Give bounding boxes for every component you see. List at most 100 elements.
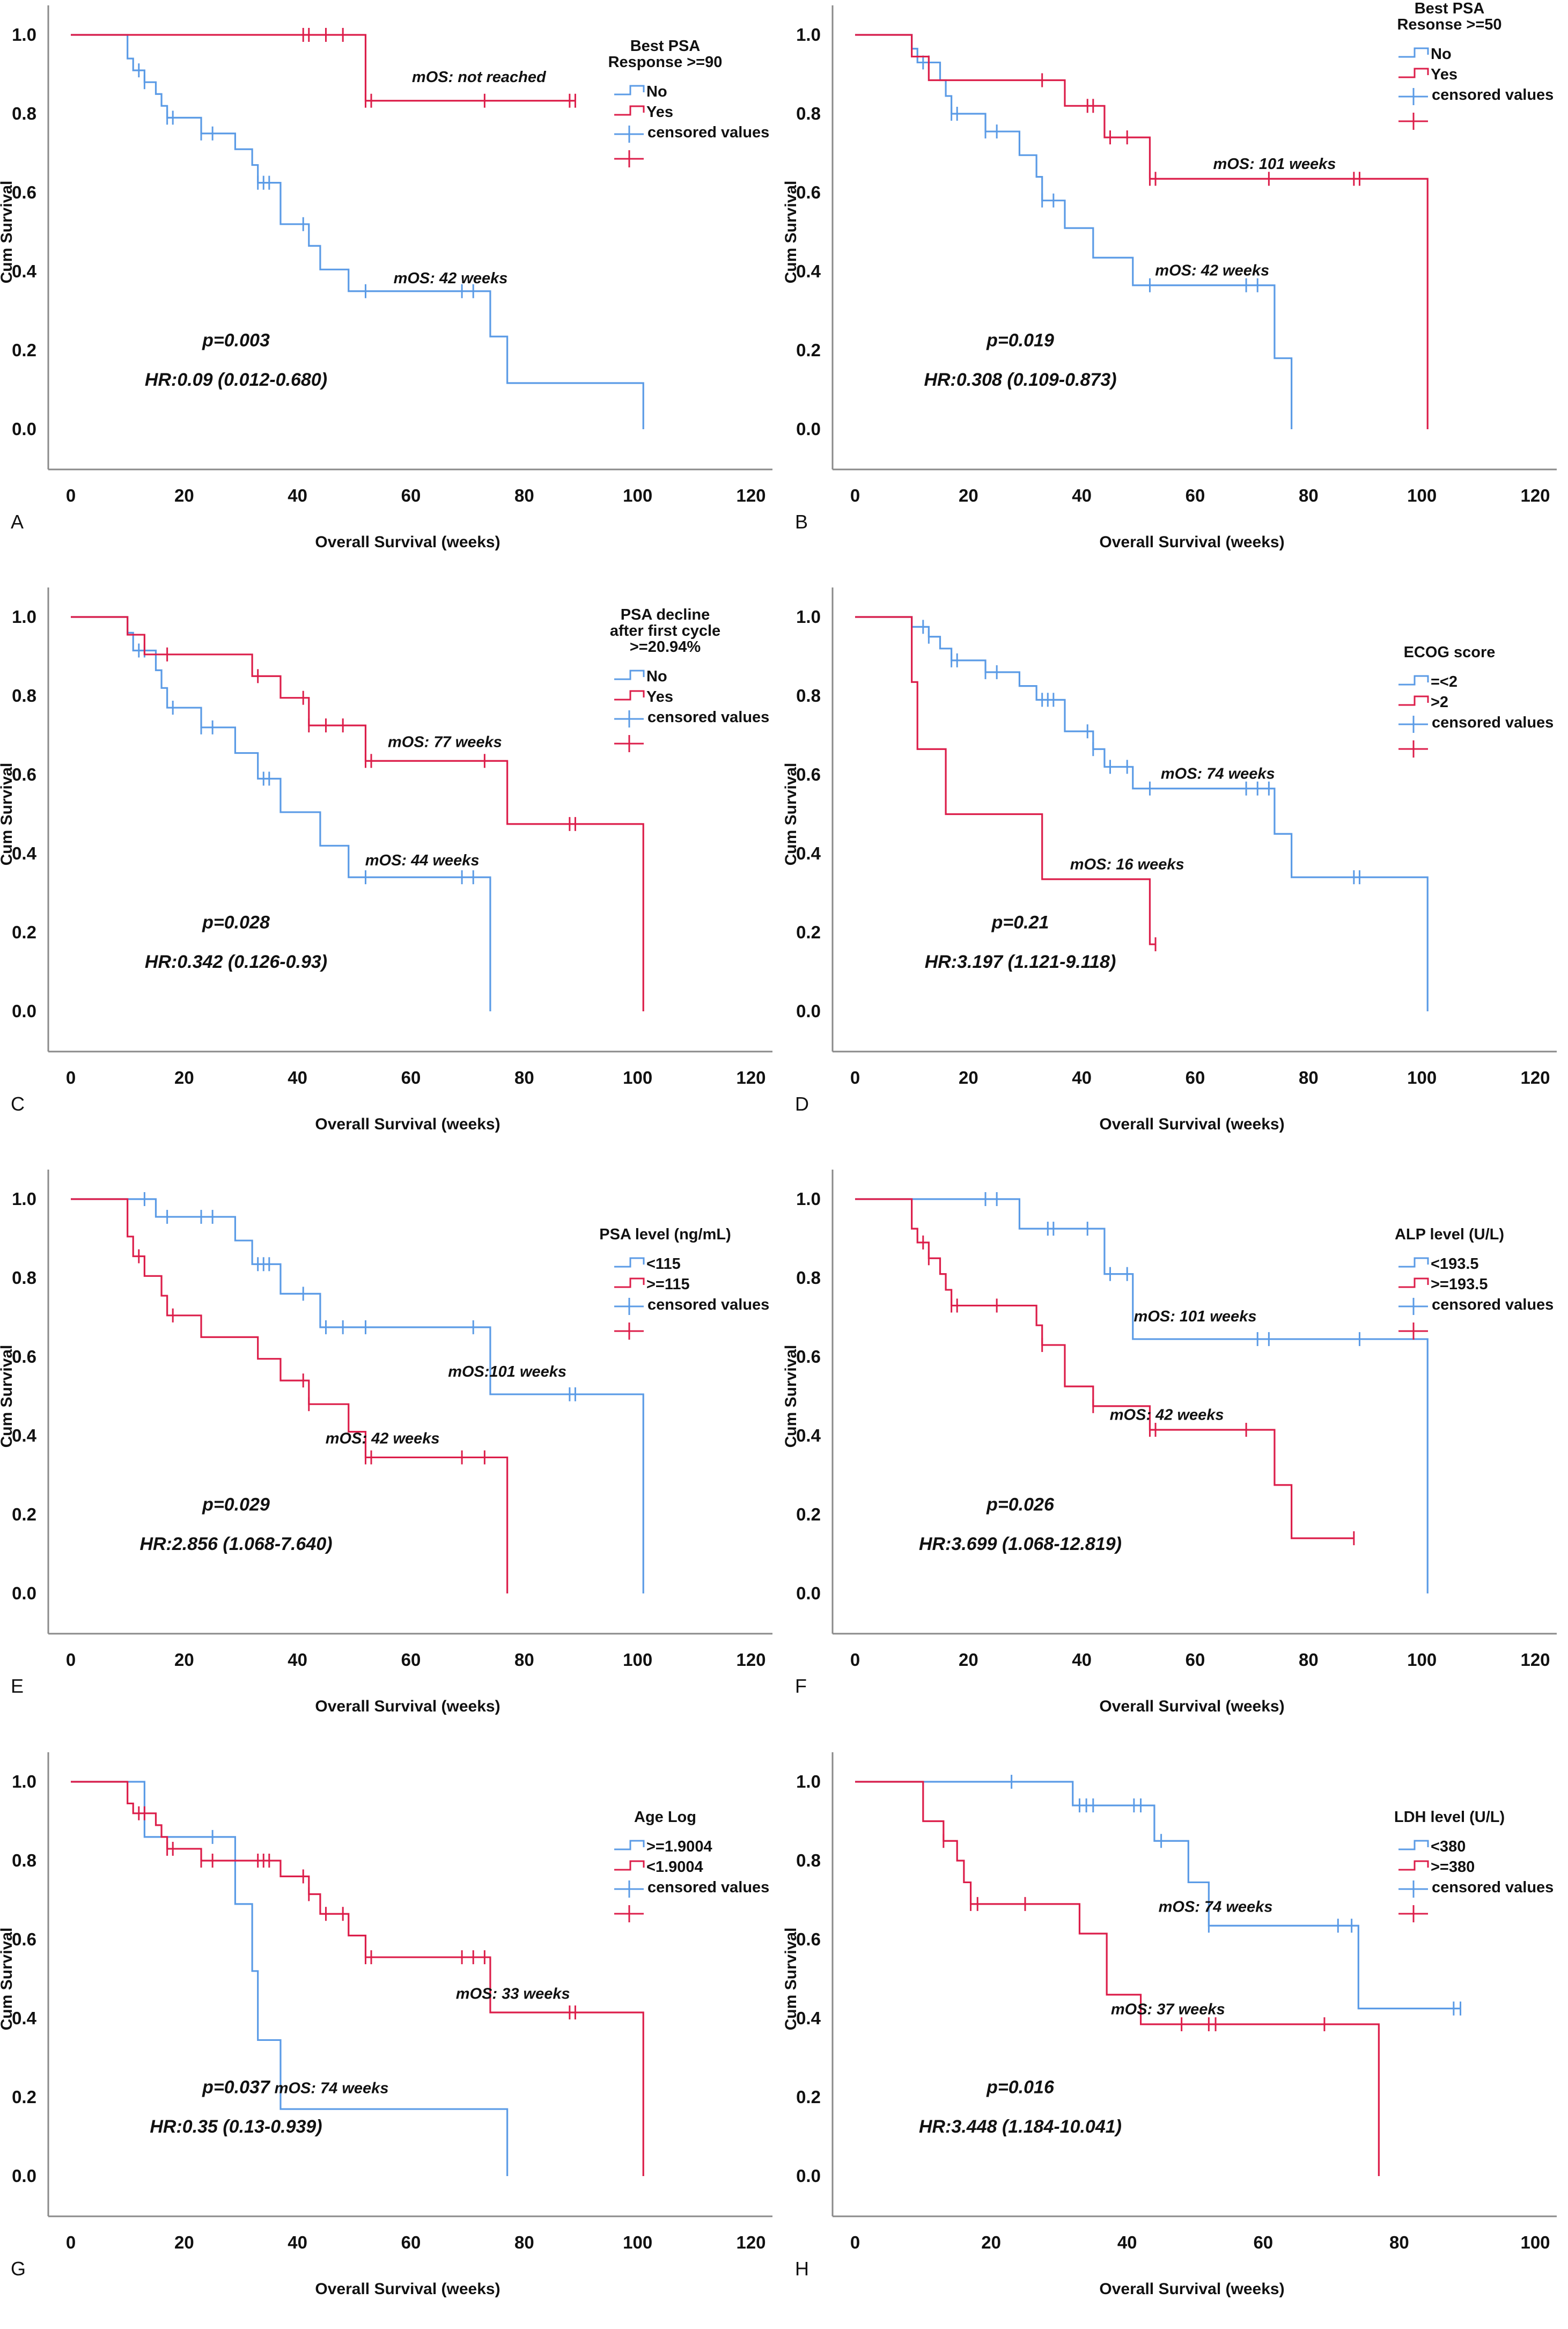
y-tick-label: 0.4 [12,2008,37,2028]
y-tick-label: 0.6 [796,182,821,202]
legend-key-group1 [614,85,645,95]
legend-entry: No [646,668,667,685]
y-tick-label: 0.2 [796,2087,821,2107]
km-plot-svg: 0.0 0.2 0.4 0.6 0.8 1.0 0 20 40 60 80 100 120 Cum Sur… [782,1170,1557,1715]
x-axis-title: Overall Survival (weeks) [1099,1115,1284,1133]
x-tick-label: 100 [623,2232,652,2252]
y-tick-label: 0.0 [796,1583,821,1603]
median-os-label: mOS: 101 weeks [1213,156,1336,173]
x-tick-label: 40 [1072,486,1092,505]
legend-key-group2 [1398,1860,1429,1871]
legend: LDH level (U/L) <380 >=380 censored values [1394,1809,1554,1922]
y-tick-label: 0.8 [796,686,821,706]
y-axis-title: Cum Survival [782,1928,800,2031]
x-tick-label: 120 [1520,1650,1550,1670]
y-axis-title: Cum Survival [782,763,800,866]
p-value-label: p=0.029 [202,1495,270,1515]
p-value-label: p=0.037 [202,2077,271,2098]
legend-title: ECOG score [1404,644,1496,661]
x-tick-label: 40 [288,1068,307,1088]
x-tick-label: 100 [1407,486,1437,505]
x-axis-title: Overall Survival (weeks) [315,533,500,551]
y-tick-label: 0.8 [12,104,36,123]
y-tick-label: 0.0 [12,419,36,439]
x-tick-label: 120 [1520,486,1550,505]
p-value-label: p=0.003 [202,330,270,351]
median-os-label: mOS: 42 weeks [394,270,508,287]
panel-letter: F [795,1675,807,1697]
y-tick-label: 0.8 [12,1850,36,1870]
survival-curve-group1 [855,1198,1429,1593]
y-tick-label: 1.0 [796,25,821,45]
y-tick-label: 0.4 [796,2008,821,2028]
p-value-label: p=0.21 [991,913,1049,933]
legend-entry: Yes [1431,66,1457,83]
median-os-label: mOS: 42 weeks [1155,262,1269,279]
legend-title: >=20.94% [630,638,701,656]
legend-entry: censored values [647,709,769,726]
y-tick-label: 0.2 [12,922,36,942]
x-tick-label: 80 [514,486,534,505]
legend-title: PSA decline [621,606,710,623]
legend-key-group2 [614,105,645,116]
panel-letter: G [11,2258,26,2280]
survival-curve-group1 [71,1198,644,1593]
legend-key-group1 [1398,1840,1429,1850]
x-axis-title: Overall Survival (weeks) [1099,1698,1284,1715]
legend-title: after first cycle [610,622,720,640]
y-tick-label: 0.6 [796,765,821,784]
y-tick-label: 0.2 [796,1504,821,1524]
p-value-label: p=0.016 [986,2077,1055,2098]
survival-curve-group1 [855,616,1429,1011]
x-tick-label: 60 [1186,1068,1205,1088]
y-tick-label: 0.4 [12,1426,37,1445]
y-axis-title: Cum Survival [0,1928,16,2031]
median-os-label: mOS: 77 weeks [388,734,502,751]
x-tick-label: 20 [174,1650,194,1670]
legend-entry: <380 [1431,1838,1466,1855]
hazard-ratio-label: HR:0.342 (0.126-0.93) [145,952,327,972]
legend-entry: censored values [1432,1879,1554,1896]
x-tick-label: 0 [850,1068,860,1088]
y-tick-label: 0.2 [796,922,821,942]
median-os-label: mOS: 74 weeks [1159,1899,1273,1916]
x-tick-label: 60 [401,2232,421,2252]
y-tick-label: 0.8 [796,1850,821,1870]
survival-curve-group1 [855,34,1293,429]
x-axis-title: Overall Survival (weeks) [315,2280,500,2298]
y-tick-label: 1.0 [796,607,821,627]
y-tick-label: 0.2 [12,340,36,360]
legend-title: ALP level (U/L) [1395,1226,1504,1243]
y-tick-label: 0.2 [12,2087,36,2107]
x-tick-label: 0 [66,2232,76,2252]
x-tick-label: 20 [174,2232,194,2252]
x-tick-label: 60 [1186,1650,1205,1670]
legend-entry: No [1431,46,1452,63]
legend-title: Best PSA [1415,0,1485,17]
y-tick-label: 0.6 [12,765,36,784]
legend-title: LDH level (U/L) [1394,1809,1505,1826]
x-tick-label: 60 [1253,2232,1273,2252]
x-tick-label: 100 [1407,1650,1437,1670]
legend-entry: >=193.5 [1431,1276,1488,1293]
x-tick-label: 40 [288,2232,307,2252]
legend-key-group1 [614,1840,645,1850]
x-tick-label: 20 [981,2232,1001,2252]
legend-key-group1 [614,670,645,680]
x-tick-label: 0 [66,1650,76,1670]
y-tick-label: 1.0 [796,1772,821,1791]
x-tick-label: 120 [736,1650,765,1670]
legend-key-group2 [1398,1277,1429,1288]
x-axis-title: Overall Survival (weeks) [1099,2280,1284,2298]
x-tick-label: 80 [1389,2232,1409,2252]
median-os-label: mOS: 101 weeks [1134,1308,1257,1325]
hazard-ratio-label: HR:3.448 (1.184-10.041) [919,2117,1122,2137]
panel-letter: E [11,1675,24,1697]
x-tick-label: 100 [623,486,652,505]
y-tick-label: 0.4 [12,261,37,281]
y-tick-label: 0.8 [796,1268,821,1288]
y-tick-label: 0.4 [796,261,821,281]
legend-key-group2 [1398,695,1429,706]
km-panel-b: 0.0 0.2 0.4 0.6 0.8 1.0 0 20 40 60 80 100 120 Cum Sur… [782,0,1568,582]
